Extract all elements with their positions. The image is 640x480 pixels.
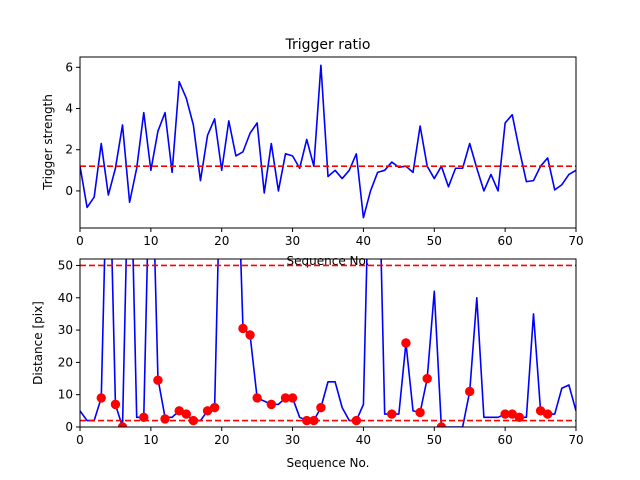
bottom-xtick-label: 0	[76, 433, 84, 447]
bottom-series-line	[80, 259, 576, 427]
bottom-xtick-label: 70	[568, 433, 583, 447]
bottom-axes-frame	[79, 258, 577, 428]
top-xtick-label: 10	[143, 234, 158, 248]
top-chart-xlabel: Sequence No.	[287, 254, 370, 268]
bottom-xtick-label: 60	[498, 433, 513, 447]
bottom-point	[266, 399, 277, 410]
top-xtick-label: 30	[285, 234, 300, 248]
top-xtick-label: 40	[356, 234, 371, 248]
bottom-point	[542, 409, 553, 419]
top-ytick-label: 2	[65, 143, 73, 157]
bottom-ytick-label: 0	[65, 420, 73, 434]
bottom-xtick-label: 30	[285, 433, 300, 447]
top-xtick-label: 0	[76, 234, 84, 248]
bottom-point	[401, 338, 411, 348]
bottom-point	[252, 393, 262, 403]
bottom-point	[153, 375, 163, 385]
bottom-xtick-label: 10	[143, 433, 158, 447]
bottom-plot-area: 0 10 20 30 40 50 60 70 0 10 20 30 40 50	[58, 258, 584, 447]
bottom-point	[465, 386, 475, 397]
bottom-point	[110, 399, 121, 410]
bottom-point	[238, 323, 248, 334]
bottom-point	[160, 414, 170, 424]
top-xtick-label: 70	[568, 234, 583, 248]
bottom-ytick-label: 50	[58, 258, 73, 272]
bottom-point	[436, 422, 447, 427]
bottom-ytick-label: 20	[58, 355, 73, 369]
bottom-chart-xlabel: Sequence No.	[287, 456, 370, 470]
bottom-xtick-label: 20	[214, 433, 229, 447]
bottom-point	[316, 402, 326, 413]
bottom-point	[514, 412, 525, 423]
top-chart-title: Trigger ratio	[284, 37, 370, 53]
bottom-ytick-label: 30	[58, 323, 73, 337]
top-xtick-label: 50	[427, 234, 442, 248]
bottom-ytick-label: 10	[58, 388, 73, 402]
top-series-layer	[80, 64, 576, 219]
bottom-ytick-label: 40	[58, 291, 73, 305]
bottom-point	[422, 373, 432, 384]
bottom-point	[245, 330, 255, 340]
top-xtick-label: 20	[214, 234, 229, 248]
bottom-chart-ylabel: Distance [pix]	[31, 301, 45, 385]
top-ytick-label: 0	[65, 184, 73, 198]
bottom-point	[387, 409, 397, 419]
top-xtick-label: 60	[498, 234, 513, 248]
bottom-point	[139, 412, 149, 423]
bottom-point	[287, 393, 298, 403]
bottom-point	[415, 407, 425, 418]
bottom-series-layer	[80, 259, 576, 427]
bottom-point	[96, 393, 106, 403]
top-ytick-label: 4	[65, 102, 73, 116]
bottom-point	[209, 402, 220, 413]
top-ytick-label: 6	[65, 60, 73, 74]
bottom-xtick-label: 50	[427, 433, 442, 447]
top-chart-ylabel: Trigger strength	[41, 94, 55, 191]
bottom-point	[181, 409, 191, 419]
bottom-xtick-label: 40	[356, 433, 371, 447]
bottom-point	[117, 422, 128, 427]
top-series-line	[80, 64, 576, 219]
top-axes-frame	[79, 56, 577, 229]
top-plot-area: 0 10 20 30 40 50 60 70 0 2 4 6	[65, 56, 584, 248]
top-chart: Trigger ratio 0 10 20 30 40 50 60 70 0 2 4 6 Sequen…	[41, 37, 584, 268]
